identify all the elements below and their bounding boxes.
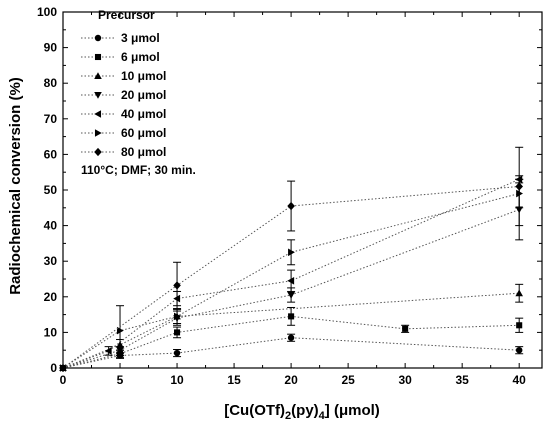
y-tick-label: 70 [44,112,58,126]
y-tick-label: 50 [44,183,58,197]
series-line [62,185,520,369]
legend-label: 20 μmol [121,88,166,102]
legend-item: 6 μmol [81,50,160,64]
y-tick-label: 30 [44,254,58,268]
data-point [288,313,295,320]
series-layer [59,146,524,373]
x-tick-label: 20 [284,373,298,387]
x-tick-label: 15 [227,373,241,387]
legend-item: 10 μmol [81,69,166,83]
legend-title: Precursor [98,8,155,22]
x-axis-title-part-e: ] (μmol) [325,402,380,419]
x-axis-title-sub-4: 4 [319,410,326,422]
axes-layer: 0 10 20 30 40 50 60 70 80 90 100 0 5 10 15 20 25 30 35 40 [37,5,543,387]
x-axis-title: [Cu(OTf)2(py)4] (μmol) [224,402,380,422]
legend-label: 60 μmol [121,126,166,140]
y-tick-label: 60 [44,147,58,161]
y-axis-title: Radiochemical conversion (%) [7,77,24,295]
x-tick-label: 30 [398,373,412,387]
data-point [515,346,523,354]
data-point [173,349,181,357]
data-point [515,182,523,191]
conditions-annotation: 110°C; DMF; 30 min. [81,163,196,177]
data-point [515,289,523,297]
x-axis-title-part-c: (py) [291,402,319,419]
data-point [104,347,112,355]
data-point [516,322,523,329]
data-point [116,326,124,335]
legend-item: 20 μmol [81,88,166,102]
series-line [62,178,520,369]
data-point [287,291,295,299]
legend-item: 3 μmol [81,31,160,45]
data-point [174,329,181,336]
data-point [287,201,295,211]
legend-label: 80 μmol [121,145,166,159]
y-tick-label: 20 [44,290,58,304]
legend-item: 60 μmol [81,126,166,140]
legend-label: 40 μmol [121,107,166,121]
series-line [62,337,520,369]
data-point [94,91,102,99]
x-tick-label: 40 [513,373,527,387]
data-point [174,312,181,321]
data-point [94,72,102,80]
legend-item: 40 μmol [81,107,166,121]
data-point [288,248,295,257]
y-tick-label: 10 [44,325,58,339]
y-tick-label: 0 [50,361,57,375]
x-tick-label: 35 [455,373,469,387]
plot-frame [62,11,543,369]
data-point [94,110,102,118]
data-point [287,334,295,341]
data-point [94,53,102,61]
legend-item: 80 μmol [81,145,166,159]
legend-label: 6 μmol [121,50,160,64]
data-point [94,147,102,157]
x-tick-label: 25 [341,373,355,387]
data-point [94,34,102,42]
y-tick-label: 100 [37,5,57,19]
x-tick-label: 0 [60,373,67,387]
y-tick-label: 80 [44,76,58,90]
series-line [62,292,520,369]
data-point [94,129,102,137]
x-tick-label: 10 [170,373,184,387]
series-line [62,209,520,369]
legend-label: 3 μmol [121,31,160,45]
y-tick-label: 40 [44,219,58,233]
series-6 [59,146,524,373]
legend: Precursor 3 μmol 6 μmol 10 μmol 20 μmol 40 μm… [81,8,196,177]
x-axis-title-sub-2: 2 [285,410,291,422]
data-point [402,325,409,332]
y-tick-label: 90 [44,41,58,55]
series-line [62,315,520,369]
data-point [59,363,67,373]
data-point [287,276,295,285]
data-point [173,281,181,290]
x-axis-title-part-a: [Cu(OTf) [224,402,285,419]
legend-label: 10 μmol [121,69,166,83]
x-tick-label: 5 [117,373,124,387]
